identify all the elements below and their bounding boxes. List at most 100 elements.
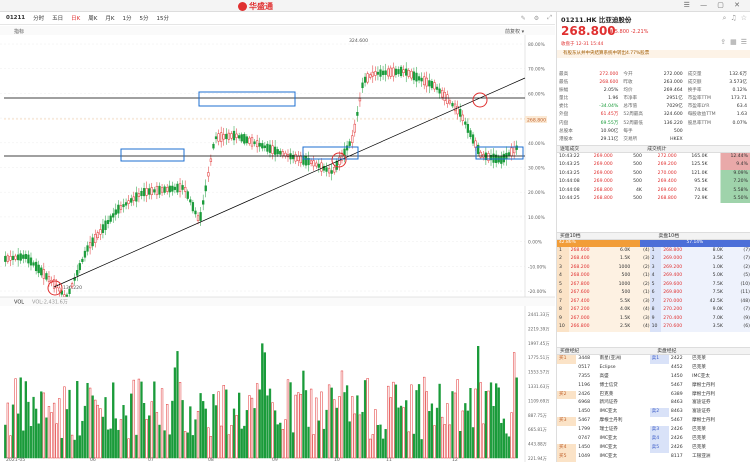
broker-cell: 1799 bbox=[578, 427, 590, 433]
pivot-circle bbox=[331, 152, 347, 168]
volume-bar-down bbox=[171, 400, 174, 459]
broker-cell: 巴克莱 bbox=[692, 436, 706, 442]
stat-label: 市净率 bbox=[623, 96, 638, 102]
order-book-cell: 2 bbox=[557, 255, 569, 264]
stat-label: 昨收 bbox=[623, 80, 633, 86]
volume-bar-down bbox=[142, 403, 146, 459]
star-icon[interactable]: ☆ bbox=[740, 14, 747, 22]
broker-cell: 1049 bbox=[578, 453, 590, 459]
trade-stat-pct: 7.20% bbox=[707, 178, 750, 187]
quote-tools: ⇪ ▦ ☰ bbox=[720, 38, 747, 46]
tab-trade-stats: 成交统计 bbox=[647, 147, 667, 152]
trade-cell: 500 bbox=[633, 179, 642, 185]
ask-broker-label: 卖盘经纪 bbox=[657, 349, 677, 354]
volume-bar-up bbox=[94, 399, 97, 459]
stat-value: 272.000 bbox=[599, 72, 619, 77]
order-book-row: 4 268.000 500 (1) 4 269.400 5.0K (5) bbox=[557, 272, 750, 281]
price-tick-label: 20.00% bbox=[528, 190, 545, 196]
order-book-cell: 1000 bbox=[601, 280, 631, 289]
news-banner[interactable]: 有股东从并中央结算系统中转出4.77%股票 bbox=[557, 50, 750, 58]
order-book-cell: 268.400 bbox=[568, 255, 602, 264]
candle-down bbox=[363, 76, 367, 83]
ask-book-label: 卖盘10档 bbox=[658, 234, 680, 239]
volume-bar-up bbox=[351, 396, 354, 459]
volume-bar-up bbox=[145, 419, 148, 459]
fullscreen-icon[interactable]: ⤢ bbox=[547, 14, 552, 21]
candle-up bbox=[487, 153, 490, 161]
broker-cell bbox=[650, 391, 669, 400]
stats-grid: 最高 272.000 今开 272.000 成交量 132.6万 最低 268.600 昨收 26… bbox=[557, 71, 750, 144]
tab-5min[interactable]: 5分 bbox=[139, 16, 149, 22]
volume-bar-down bbox=[304, 390, 308, 459]
candle-up bbox=[58, 287, 61, 292]
candle-down bbox=[91, 237, 94, 247]
broker-cell bbox=[557, 435, 576, 444]
order-book-cell: 10 bbox=[557, 323, 569, 332]
volume-bar-down bbox=[186, 432, 189, 459]
order-book-cell: 267.400 bbox=[568, 297, 602, 306]
order-book-cell: 5 bbox=[557, 280, 569, 289]
order-book-cell: 7 bbox=[557, 297, 569, 306]
volume-bar-down bbox=[477, 345, 480, 459]
volume-bar-up bbox=[315, 397, 318, 459]
broker-cell: 1450 bbox=[578, 409, 590, 415]
volume-bar-up bbox=[119, 419, 123, 459]
volume-bar-up bbox=[371, 434, 374, 459]
order-book-cell: 3.5K bbox=[693, 255, 723, 264]
candle-up bbox=[510, 147, 513, 157]
volume-bar-up bbox=[99, 408, 102, 459]
candle-down bbox=[171, 185, 174, 192]
trade-row: 10:44:08 269.000 500 269.400 95.5K 7.20% bbox=[557, 178, 750, 187]
volume-bar-down bbox=[189, 406, 192, 459]
tab-5day[interactable]: 五日 bbox=[52, 16, 64, 22]
candle-down bbox=[417, 76, 421, 81]
volume-bar-up bbox=[50, 412, 53, 459]
volume-bar-down bbox=[40, 391, 43, 459]
volume-bar-down bbox=[245, 410, 249, 459]
order-book-cell: (3) bbox=[630, 314, 650, 323]
tab-weekly-k[interactable]: 周K bbox=[88, 16, 98, 22]
broker-cell: 博士信贷 bbox=[599, 382, 618, 388]
candle-down bbox=[202, 200, 205, 205]
order-book-cell: 268.800 bbox=[661, 246, 694, 255]
order-book-cell: 10 bbox=[649, 323, 662, 332]
volume-bar-down bbox=[502, 418, 506, 459]
volume-bar-up bbox=[338, 396, 341, 459]
tab-intraday[interactable]: 分时 bbox=[33, 16, 45, 22]
settings-icon[interactable]: ⚙ bbox=[533, 14, 540, 22]
candle-up bbox=[312, 160, 315, 167]
broker-cell: 瑞士证券 bbox=[599, 427, 618, 433]
search-icon[interactable]: ⌕ bbox=[722, 14, 727, 22]
window-controls[interactable]: ☰ — ▢ ✕ bbox=[683, 1, 744, 9]
order-book-cell: 7.5K bbox=[693, 280, 723, 289]
tab-1min[interactable]: 1分 bbox=[122, 16, 132, 22]
order-book-cell: 8.0K bbox=[693, 246, 723, 255]
last-price: 268.800 bbox=[561, 24, 616, 38]
bell-icon[interactable]: ♫ bbox=[730, 14, 737, 22]
tab-15min[interactable]: 15分 bbox=[156, 16, 170, 22]
share-icon[interactable]: ⇪ bbox=[720, 38, 727, 46]
candle-up bbox=[294, 154, 297, 162]
stat-value: 1.96 bbox=[608, 96, 619, 102]
order-book-cell: (1) bbox=[630, 289, 650, 298]
stat-value: 173.71 bbox=[730, 96, 748, 102]
quote-title: 01211.HK 比亚迪股份 bbox=[561, 16, 632, 24]
tab-monthly-k[interactable]: 月K bbox=[105, 16, 115, 22]
grid-icon[interactable]: ▦ bbox=[730, 38, 737, 46]
volume-bar-down bbox=[238, 392, 241, 459]
volume-bar-up bbox=[220, 425, 223, 459]
stat-value: 29.11亿 bbox=[600, 136, 619, 142]
candle-down bbox=[37, 264, 40, 274]
candle-up bbox=[512, 146, 516, 154]
stat-label: 最高 bbox=[559, 72, 569, 77]
volume-bar-up bbox=[510, 412, 513, 459]
logo-icon bbox=[238, 2, 247, 11]
volume-bar-up bbox=[425, 391, 428, 459]
tab-daily-k[interactable]: 日K bbox=[71, 16, 81, 22]
candle-down bbox=[335, 160, 338, 170]
candle-down bbox=[189, 199, 192, 203]
draw-tool-icon[interactable]: ✎ bbox=[520, 14, 526, 22]
highlight-box bbox=[120, 148, 185, 162]
list-icon[interactable]: ☰ bbox=[740, 38, 747, 46]
